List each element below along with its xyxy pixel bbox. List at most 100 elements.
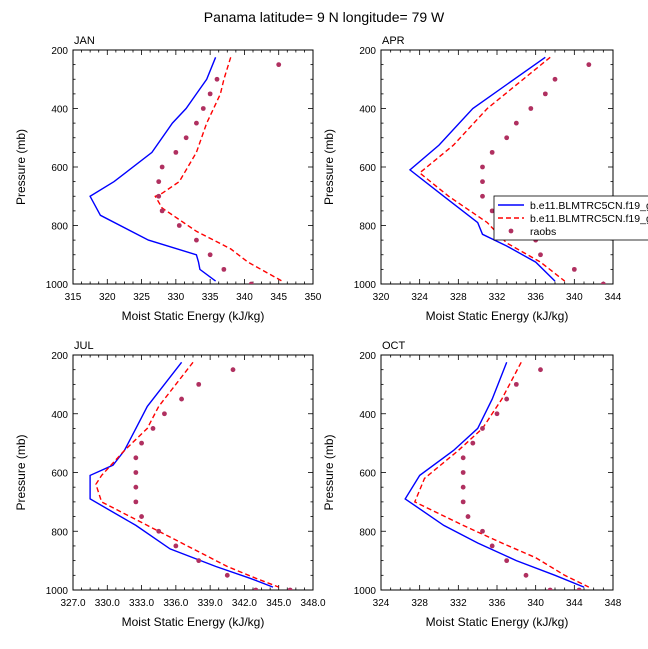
x-tick-label: 324 (373, 598, 390, 609)
series-line-model-002 (418, 56, 566, 282)
x-tick-label: 330 (168, 292, 185, 303)
raobs-point (528, 106, 534, 111)
x-tick-label: 336.0 (163, 598, 188, 609)
raobs-point (162, 411, 167, 417)
legend: b.e11.BLMTRC5CN.f19_g16.001b.e11.BLMTRC5… (493, 195, 648, 241)
data-layer (89, 361, 293, 590)
plot-frame (72, 354, 314, 591)
legend-box (493, 195, 648, 241)
raobs-point (494, 411, 500, 417)
raobs-point (571, 266, 577, 272)
raobs-point (156, 193, 162, 199)
page-title: Panama latitude= 9 N longitude= 79 W (204, 9, 445, 25)
panel-title: JUL (74, 340, 94, 352)
x-tick-label: 345 (270, 292, 287, 303)
y-tick-label: 600 (359, 163, 376, 174)
raobs-point (200, 106, 206, 111)
x-tick-label: 330.0 (95, 598, 120, 609)
y-axis-label: Pressure (mb) (322, 434, 336, 510)
raobs-point (513, 381, 519, 387)
x-tick-label: 328 (411, 598, 428, 609)
raobs-point (194, 120, 199, 126)
y-tick-label: 200 (51, 46, 68, 57)
x-tick-label: 344 (605, 292, 622, 303)
raobs-point (253, 587, 259, 590)
raobs-point (133, 499, 139, 505)
raobs-point (133, 470, 139, 475)
raobs-point (150, 426, 156, 431)
raobs-point (159, 164, 165, 170)
raobs-point (504, 396, 510, 402)
series-line-model-001 (89, 57, 217, 282)
panel-title: JAN (74, 35, 95, 47)
raobs-point (504, 558, 510, 564)
raobs-point (221, 266, 227, 272)
raobs-point (489, 543, 495, 549)
data-layer (404, 361, 590, 590)
raobs-point (460, 470, 466, 475)
chart-panel-jul: JUL 327.0 330.0 333.0 336.0 339.0 342.0 345.0 34… (14, 340, 326, 629)
raobs-point (173, 543, 179, 549)
raobs-point (248, 281, 254, 284)
series-line-model-001 (89, 361, 274, 588)
x-tick-label: 340 (566, 292, 583, 303)
legend-swatch-raobs (508, 228, 514, 234)
y-tick-label: 800 (51, 222, 68, 233)
raobs-point (224, 572, 230, 578)
raobs-point (196, 558, 202, 564)
raobs-point (214, 76, 220, 82)
y-axis-label: Pressure (mb) (14, 434, 28, 510)
x-tick-label: 342.0 (232, 598, 257, 609)
y-tick-label: 600 (51, 163, 68, 174)
panel-title: APR (382, 35, 405, 47)
data-layer (408, 56, 606, 284)
series-line-model-002 (413, 361, 590, 588)
series-line-model-002 (95, 361, 279, 588)
raobs-point (194, 237, 199, 243)
x-tick-label: 336 (489, 598, 506, 609)
y-tick-label: 1000 (354, 280, 377, 291)
x-tick-label: 344 (566, 598, 583, 609)
x-tick-label: 348.0 (300, 598, 325, 609)
plot-frame (380, 354, 614, 591)
y-tick-label: 400 (359, 410, 376, 421)
x-axis-label: Moist Static Energy (kJ/kg) (122, 615, 265, 629)
raobs-point (480, 528, 485, 534)
x-tick-label: 350 (305, 292, 322, 303)
x-tick-label: 336 (527, 292, 544, 303)
series-line-model-001 (408, 56, 556, 282)
raobs-point (460, 499, 466, 505)
y-axis-label: Pressure (mb) (322, 129, 336, 205)
x-tick-label: 315 (65, 292, 82, 303)
x-tick-label: 332 (450, 598, 467, 609)
raobs-point (480, 426, 485, 431)
raobs-point (276, 62, 282, 68)
raobs-point (489, 208, 495, 214)
y-tick-label: 800 (359, 527, 376, 538)
raobs-point (576, 587, 582, 590)
raobs-point (156, 528, 162, 534)
legend-label: b.e11.BLMTRC5CN.f19_g16.001 (530, 200, 648, 212)
series-line-model-001 (404, 362, 585, 588)
raobs-point (139, 440, 144, 446)
chart-panel-apr: APR 320 324 328 332 336 340 344 200 400 600 800 1000… (322, 35, 622, 323)
raobs-point (139, 514, 144, 519)
y-tick-label: 1000 (46, 280, 69, 291)
x-tick-label: 345.0 (266, 598, 291, 609)
x-tick-label: 335 (202, 292, 219, 303)
raobs-point (538, 367, 543, 373)
y-axis-label: Pressure (mb) (14, 129, 28, 205)
panel-title: OCT (382, 340, 406, 352)
x-tick-label: 339.0 (198, 598, 223, 609)
raobs-point (207, 91, 213, 97)
raobs-point (179, 396, 184, 402)
legend-label: raobs (530, 226, 556, 238)
x-tick-label: 324 (411, 292, 428, 303)
x-tick-label: 340 (527, 598, 544, 609)
x-axis-label: Moist Static Energy (kJ/kg) (426, 615, 569, 629)
y-tick-label: 400 (359, 105, 376, 116)
raobs-point (542, 91, 548, 97)
x-tick-label: 320 (373, 292, 390, 303)
raobs-point (207, 252, 213, 258)
raobs-point (480, 193, 485, 199)
